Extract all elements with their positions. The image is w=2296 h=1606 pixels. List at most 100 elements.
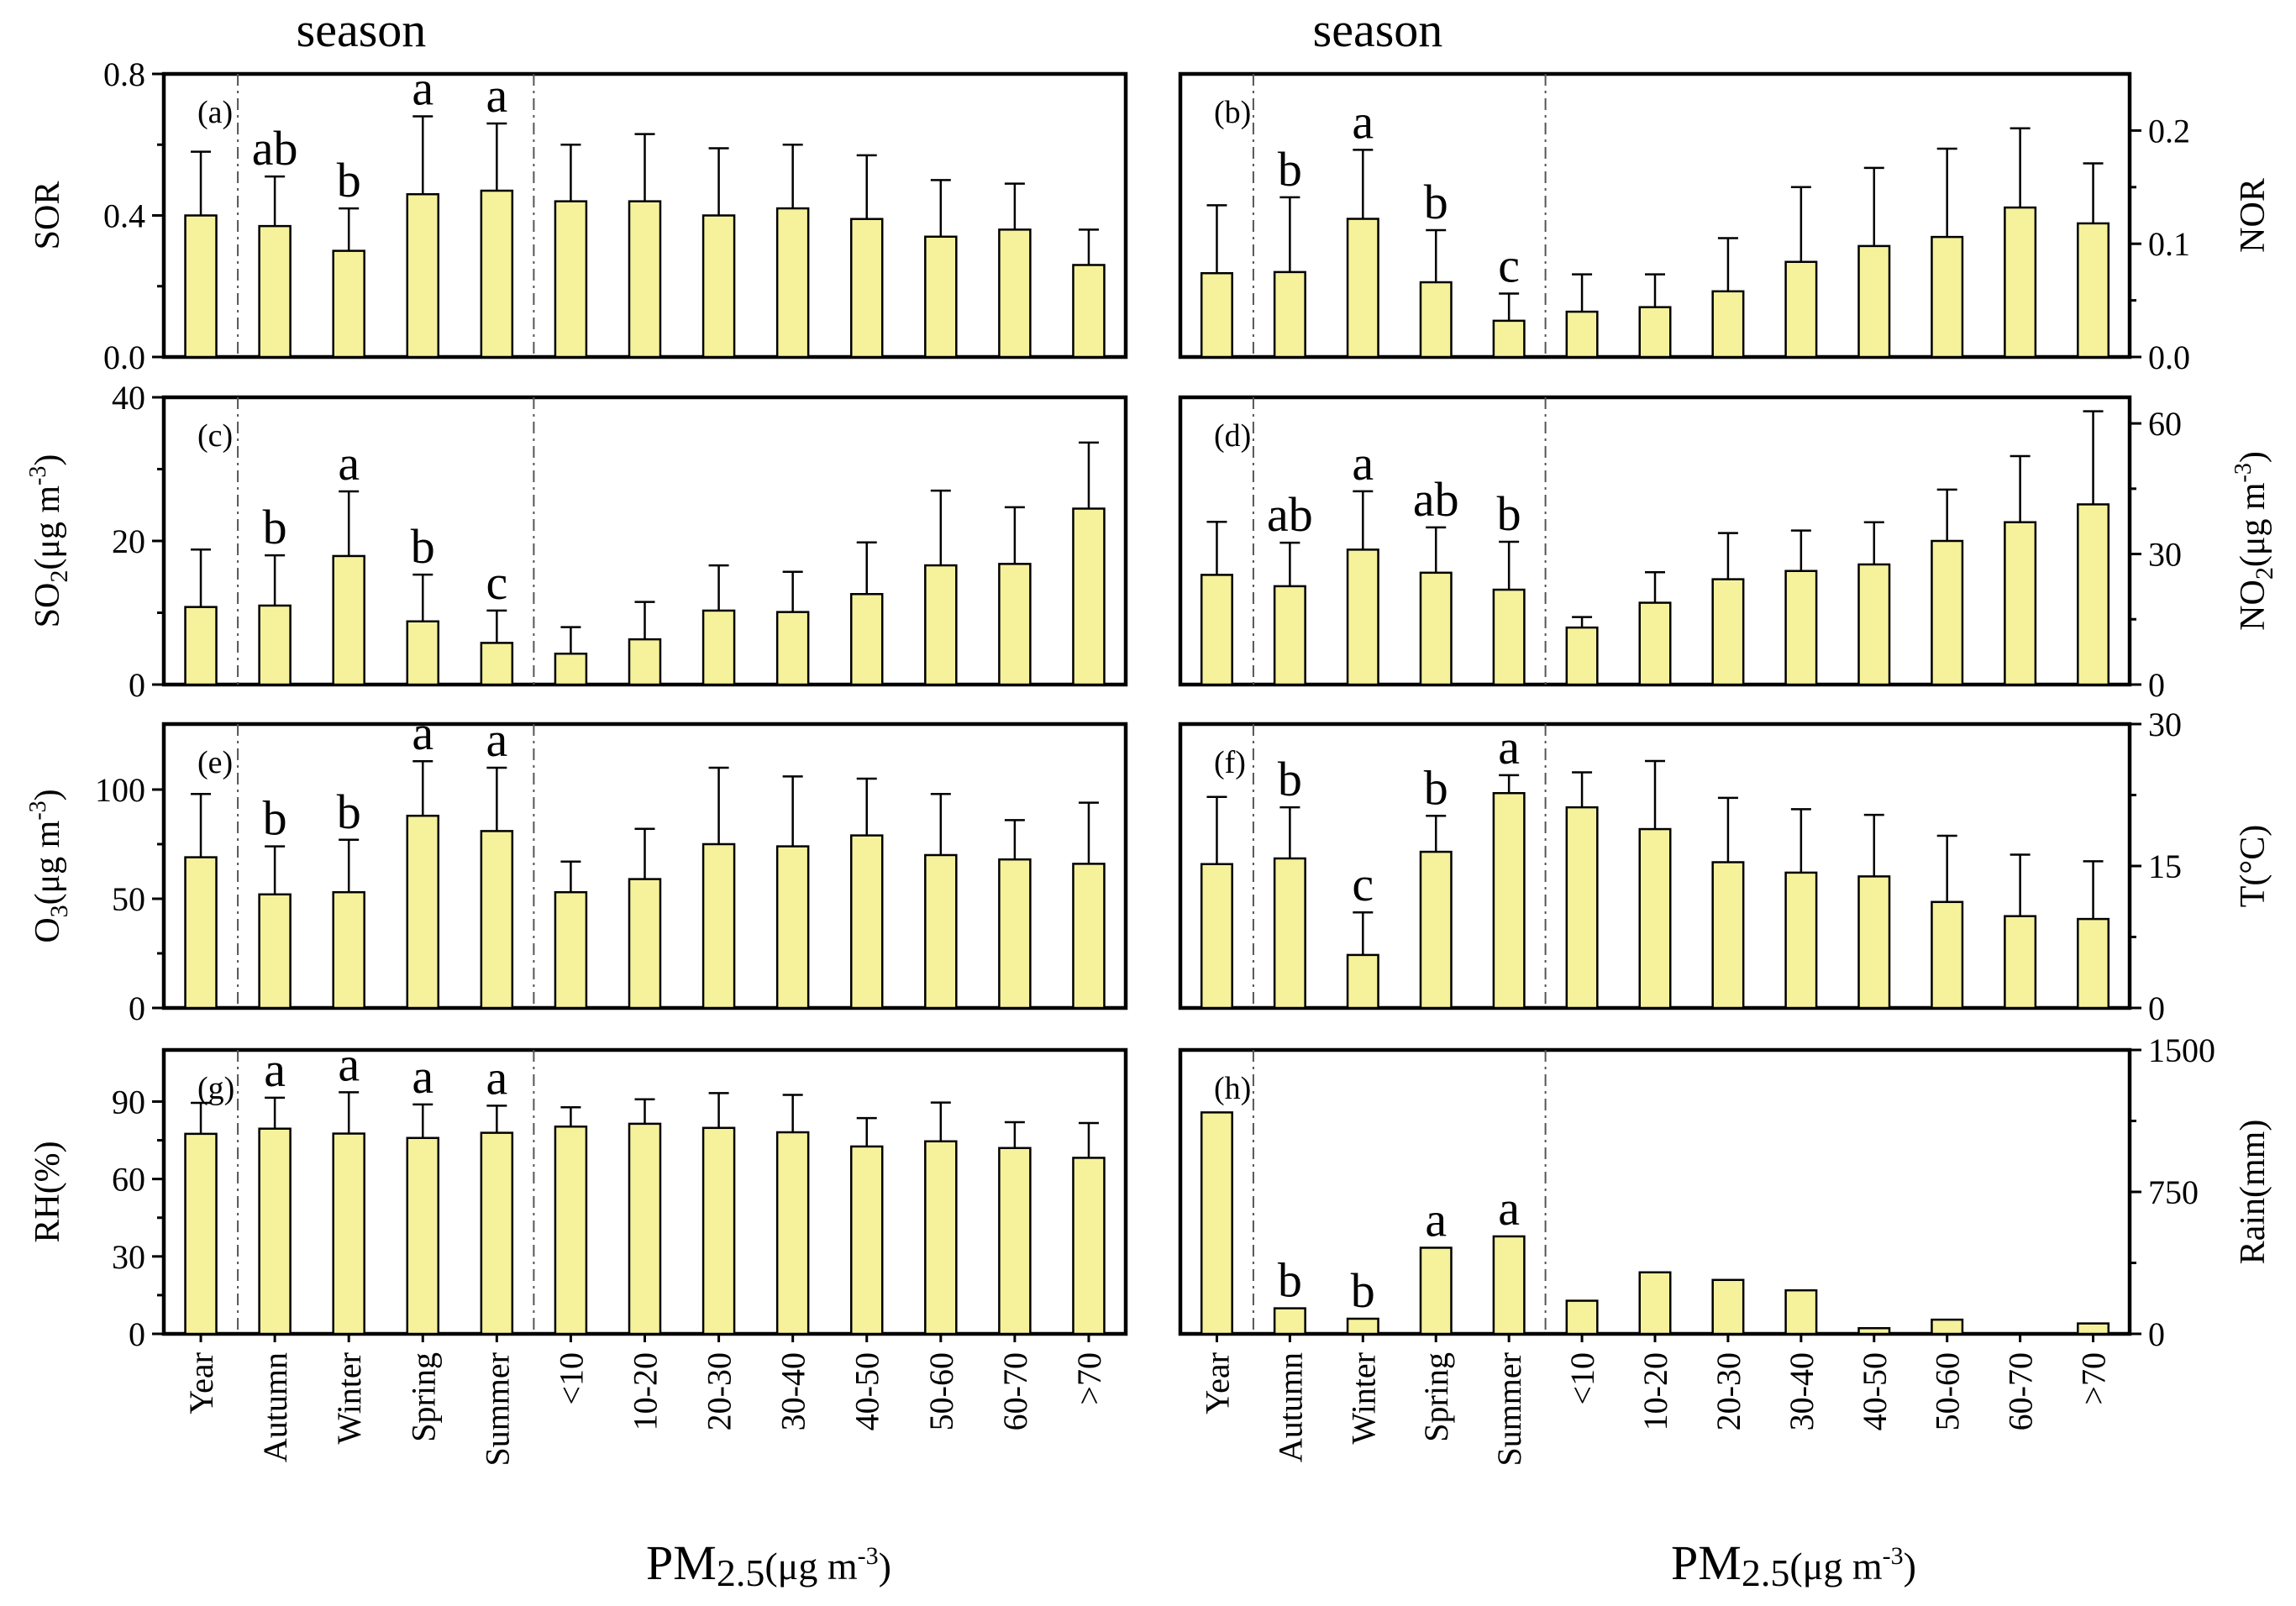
y-tick-label: 60 bbox=[2148, 405, 2182, 443]
x-category-label: 10-20 bbox=[1637, 1352, 1674, 1430]
bar bbox=[924, 853, 958, 1010]
x-category-label: 40-50 bbox=[849, 1352, 886, 1430]
significance-letter: a bbox=[264, 1042, 286, 1097]
significance-letter: a bbox=[486, 68, 507, 123]
bar bbox=[554, 1126, 588, 1336]
bar bbox=[480, 1131, 514, 1336]
bar bbox=[406, 192, 440, 359]
x-category-label: 40-50 bbox=[1856, 1352, 1894, 1430]
bar bbox=[1784, 260, 1818, 359]
y-tick-label: 0 bbox=[129, 666, 145, 704]
y-axis-label-unit-end: ) bbox=[29, 789, 67, 800]
y-axis-label-text: NOR bbox=[2234, 178, 2272, 253]
y-axis-label-sub: 3 bbox=[45, 905, 73, 917]
significance-letter: ab bbox=[1267, 487, 1313, 542]
bar bbox=[1711, 290, 1745, 359]
significance-letter: b bbox=[337, 785, 361, 839]
bar bbox=[998, 1147, 1032, 1336]
bar bbox=[1072, 264, 1106, 359]
x-axis-label-sub: 2.5 bbox=[717, 1551, 765, 1594]
y-tick-label: 50 bbox=[112, 880, 145, 918]
bar bbox=[775, 611, 810, 686]
bar bbox=[1638, 306, 1672, 359]
y-axis-label: SO2(μg m-3) bbox=[25, 454, 73, 628]
bar bbox=[1492, 588, 1526, 686]
y-axis-label-main: SO bbox=[29, 583, 67, 628]
bar bbox=[258, 1127, 292, 1336]
bar bbox=[1931, 235, 1964, 359]
y-axis-label: O3(μg m-3) bbox=[25, 789, 73, 942]
x-category-label: Winter bbox=[330, 1352, 368, 1444]
panel-label: (g) bbox=[197, 1071, 234, 1106]
x-category-label: 20-30 bbox=[701, 1352, 738, 1430]
significance-letter: b bbox=[411, 519, 435, 574]
bar bbox=[480, 642, 514, 686]
season-header-left: season bbox=[297, 3, 427, 57]
bar bbox=[628, 1122, 662, 1336]
bar bbox=[332, 249, 365, 359]
y-tick-label: 100 bbox=[95, 771, 145, 809]
x-category-label: Autumn bbox=[256, 1352, 294, 1462]
y-axis-label: Rain(mm) bbox=[2234, 1120, 2272, 1265]
bar bbox=[1711, 1278, 1745, 1336]
bar bbox=[775, 207, 810, 359]
significance-letter: c bbox=[1352, 857, 1374, 911]
y-axis-label-unit: (μg m bbox=[29, 485, 67, 570]
bar bbox=[184, 214, 218, 359]
bar bbox=[849, 218, 884, 359]
bar bbox=[1784, 1288, 1818, 1336]
y-axis-label-unit-end: ) bbox=[2234, 451, 2272, 463]
significance-letter: a bbox=[338, 1037, 360, 1091]
y-tick-label: 60 bbox=[112, 1161, 145, 1199]
bar bbox=[1346, 953, 1379, 1010]
bar bbox=[1931, 1318, 1964, 1336]
bar bbox=[849, 1145, 884, 1336]
x-axis-label-unit: (μg m bbox=[764, 1545, 857, 1588]
bar bbox=[2077, 222, 2110, 359]
significance-letter: a bbox=[412, 1049, 433, 1104]
bar bbox=[554, 890, 588, 1010]
y-tick-label: 0 bbox=[2148, 1315, 2165, 1353]
bar bbox=[1711, 861, 1745, 1010]
bar bbox=[1200, 863, 1233, 1010]
x-category-label: <10 bbox=[1563, 1352, 1601, 1405]
y-tick-label: 30 bbox=[112, 1238, 145, 1276]
significance-letter: a bbox=[1425, 1192, 1447, 1246]
x-category-label: 30-40 bbox=[775, 1352, 812, 1430]
significance-letter: a bbox=[486, 712, 507, 767]
significance-letter: ab bbox=[252, 121, 298, 176]
bar bbox=[849, 834, 884, 1010]
x-axis-title-left: PM2.5(μg m-3) bbox=[646, 1535, 891, 1594]
x-category-label: >70 bbox=[1070, 1352, 1108, 1405]
significance-letter: a bbox=[1352, 94, 1374, 149]
bar bbox=[1419, 571, 1453, 686]
bar bbox=[2077, 1322, 2110, 1336]
bar bbox=[701, 214, 736, 359]
bar bbox=[924, 564, 958, 686]
y-tick-label: 0.4 bbox=[103, 197, 145, 235]
y-axis-label-sub: 2 bbox=[2251, 567, 2278, 580]
bar bbox=[998, 858, 1032, 1010]
bar bbox=[332, 554, 365, 686]
x-axis-label-unit: (μg m bbox=[1789, 1545, 1882, 1588]
significance-letter: b bbox=[1424, 175, 1448, 229]
y-axis-label: NO2(μg m-3) bbox=[2230, 451, 2278, 631]
bar bbox=[1565, 806, 1599, 1010]
panel-label: (b) bbox=[1214, 95, 1251, 130]
y-tick-label: 0 bbox=[2148, 666, 2165, 704]
y-axis-label-text: RH(%) bbox=[29, 1141, 67, 1242]
y-tick-label: 90 bbox=[112, 1083, 145, 1121]
x-category-label: 50-60 bbox=[922, 1352, 960, 1430]
panel-label: (c) bbox=[197, 418, 233, 454]
significance-letter: b bbox=[263, 500, 287, 554]
y-tick-label: 20 bbox=[112, 522, 145, 560]
x-axis-title-right: PM2.5(μg m-3) bbox=[1671, 1535, 1916, 1594]
x-axis-label-sup: -3 bbox=[858, 1542, 879, 1570]
y-axis-label-unit-end: ) bbox=[29, 454, 67, 466]
y-tick-label: 0.0 bbox=[103, 339, 145, 376]
bar bbox=[1857, 563, 1891, 686]
x-category-label: Autumn bbox=[1271, 1352, 1309, 1462]
y-tick-label: 30 bbox=[2148, 706, 2182, 743]
bar bbox=[184, 606, 218, 686]
